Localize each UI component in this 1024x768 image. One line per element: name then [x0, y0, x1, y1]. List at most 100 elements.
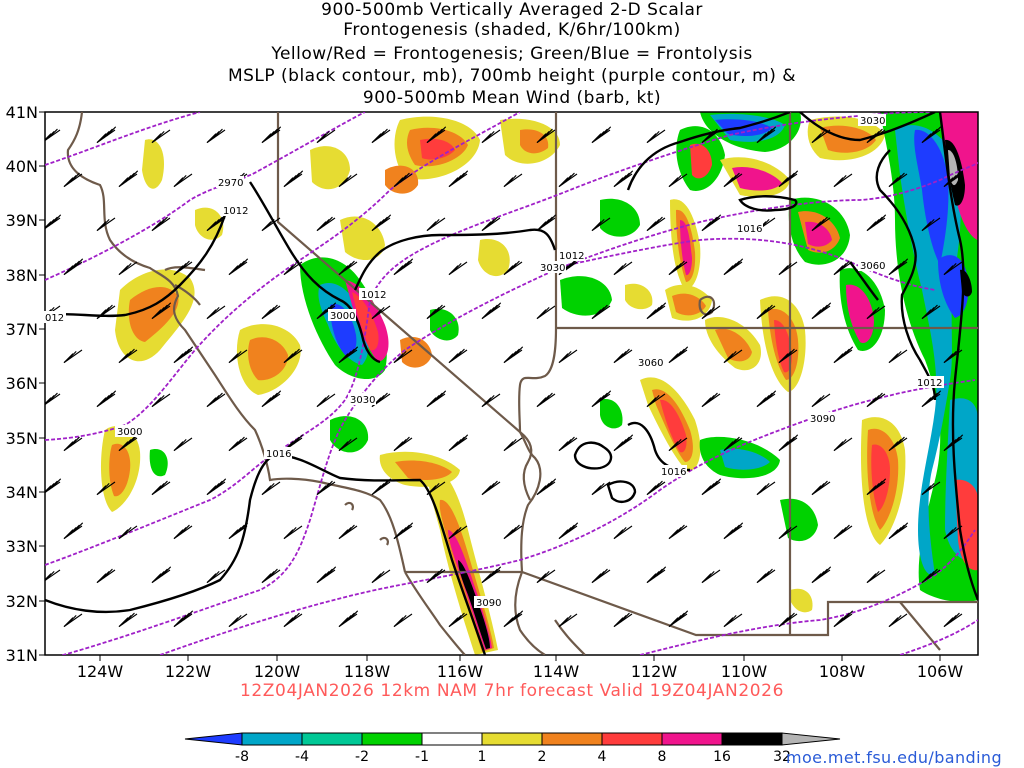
- wind-barb-flag: [778, 617, 789, 628]
- wind-barb-flag: [173, 529, 184, 540]
- wind-barb-flag: [213, 128, 223, 139]
- wind-barb-flag: [616, 526, 627, 537]
- legend-value: 4: [598, 749, 607, 765]
- wind-barb-flag: [158, 216, 168, 227]
- legend-swatch: [184, 732, 243, 746]
- wind-barb: [283, 525, 303, 540]
- legend-swatch: [661, 732, 723, 746]
- wind-barb-flag: [73, 258, 84, 269]
- wind-barb-flag: [371, 221, 382, 232]
- wind-barb: [426, 481, 446, 496]
- wind-barb-flag: [946, 526, 957, 537]
- mslp-label: 1016: [266, 449, 291, 460]
- wind-barb-flag: [158, 480, 168, 491]
- wind-barb-flag: [176, 262, 187, 273]
- wind-barb-flag: [433, 392, 443, 403]
- wind-barb-flag: [891, 174, 902, 185]
- wind-barb-flag: [63, 353, 74, 364]
- wind-barb-flag: [543, 128, 553, 139]
- wind-barb-flag: [730, 524, 740, 535]
- wind-barb-flag: [561, 350, 572, 361]
- wind-barb-flag: [924, 482, 935, 493]
- wind-barb-flag: [513, 346, 524, 357]
- wind-barb: [888, 349, 908, 364]
- wind-barb-flag: [400, 524, 410, 535]
- wind-barb-flag: [675, 260, 685, 271]
- wind-barb-flag: [921, 485, 932, 496]
- wind-barb-flag: [785, 348, 795, 359]
- wind-barb-flag: [616, 438, 627, 449]
- wind-barb-flag: [866, 573, 877, 584]
- wind-barb-flag: [63, 529, 74, 540]
- wind-barb-flag: [598, 392, 608, 403]
- wind-barb-flag: [869, 218, 880, 229]
- wind-barb-flag: [264, 306, 275, 317]
- wind-barb-flag: [96, 485, 107, 496]
- wind-barb: [118, 261, 138, 276]
- wind-barb: [921, 217, 941, 232]
- wind-barb-flag: [374, 482, 385, 493]
- wind-barb-flag: [121, 614, 132, 625]
- wind-barb-flag: [503, 529, 514, 540]
- wind-barb-flag: [481, 309, 492, 320]
- height-label: 2970: [218, 178, 243, 189]
- wind-barb-flag: [158, 568, 168, 579]
- wind-barb: [316, 129, 336, 144]
- wind-barb: [723, 349, 743, 364]
- wind-barb-flag: [341, 350, 352, 361]
- wind-barb-flag: [616, 174, 627, 185]
- wind-barb-flag: [176, 526, 187, 537]
- wind-barb-flag: [448, 617, 459, 628]
- wind-barb-flag: [818, 304, 828, 315]
- lon-label: 124W: [77, 662, 124, 681]
- wind-barb-flag: [180, 260, 190, 271]
- wind-barb-flag: [561, 614, 572, 625]
- wind-barb-flag: [928, 304, 938, 315]
- wind-barb-flag: [730, 260, 740, 271]
- wind-barb-flag: [96, 573, 107, 584]
- wind-barb-flag: [371, 485, 382, 496]
- wind-barb-flag: [213, 480, 223, 491]
- wind-barb-flag: [598, 128, 608, 139]
- wind-barb-flag: [45, 482, 55, 493]
- wind-barb-flag: [286, 174, 297, 185]
- wind-barb-flag: [708, 480, 718, 491]
- lat-label: 39N: [6, 211, 38, 230]
- lat-label: 38N: [6, 266, 38, 285]
- wind-barb-flag: [506, 174, 517, 185]
- wind-barb-flag: [866, 485, 877, 496]
- wind-barb-flag: [561, 174, 572, 185]
- wind-barb-flag: [836, 526, 847, 537]
- wind-barb-flag: [539, 482, 550, 493]
- wind-barb-flag: [176, 614, 187, 625]
- wind-barb-flag: [763, 128, 773, 139]
- wind-barb-flag: [176, 174, 187, 185]
- wind-barb-flag: [616, 262, 627, 273]
- wind-barb-flag: [48, 216, 58, 227]
- wind-barb-flag: [429, 570, 440, 581]
- wind-barb-flag: [701, 133, 712, 144]
- wind-barb-flag: [811, 485, 822, 496]
- wind-barb: [668, 173, 688, 188]
- wind-barb-flag: [675, 348, 685, 359]
- wind-barb-flag: [613, 265, 624, 276]
- wind-barb-flag: [561, 438, 572, 449]
- wind-barbs: [45, 126, 964, 628]
- wind-barb-flag: [63, 265, 74, 276]
- wind-barb-flag: [99, 218, 110, 229]
- wind-barb-flag: [374, 218, 385, 229]
- wind-barb-flag: [591, 309, 602, 320]
- wind-barb-flag: [381, 478, 392, 489]
- wind-barb-flag: [66, 262, 77, 273]
- wind-barb-flag: [946, 438, 957, 449]
- wind-barb-flag: [668, 441, 679, 452]
- wind-barb-flag: [671, 438, 682, 449]
- wind-barb-flag: [448, 177, 459, 188]
- wind-barb-flag: [106, 390, 117, 401]
- wind-barb-flag: [488, 304, 498, 315]
- wind-barb-flag: [66, 438, 77, 449]
- wind-barb-flag: [656, 566, 667, 577]
- wind-barb-flag: [393, 529, 404, 540]
- wind-barb-flag: [400, 172, 410, 183]
- wind-barb-flag: [924, 306, 935, 317]
